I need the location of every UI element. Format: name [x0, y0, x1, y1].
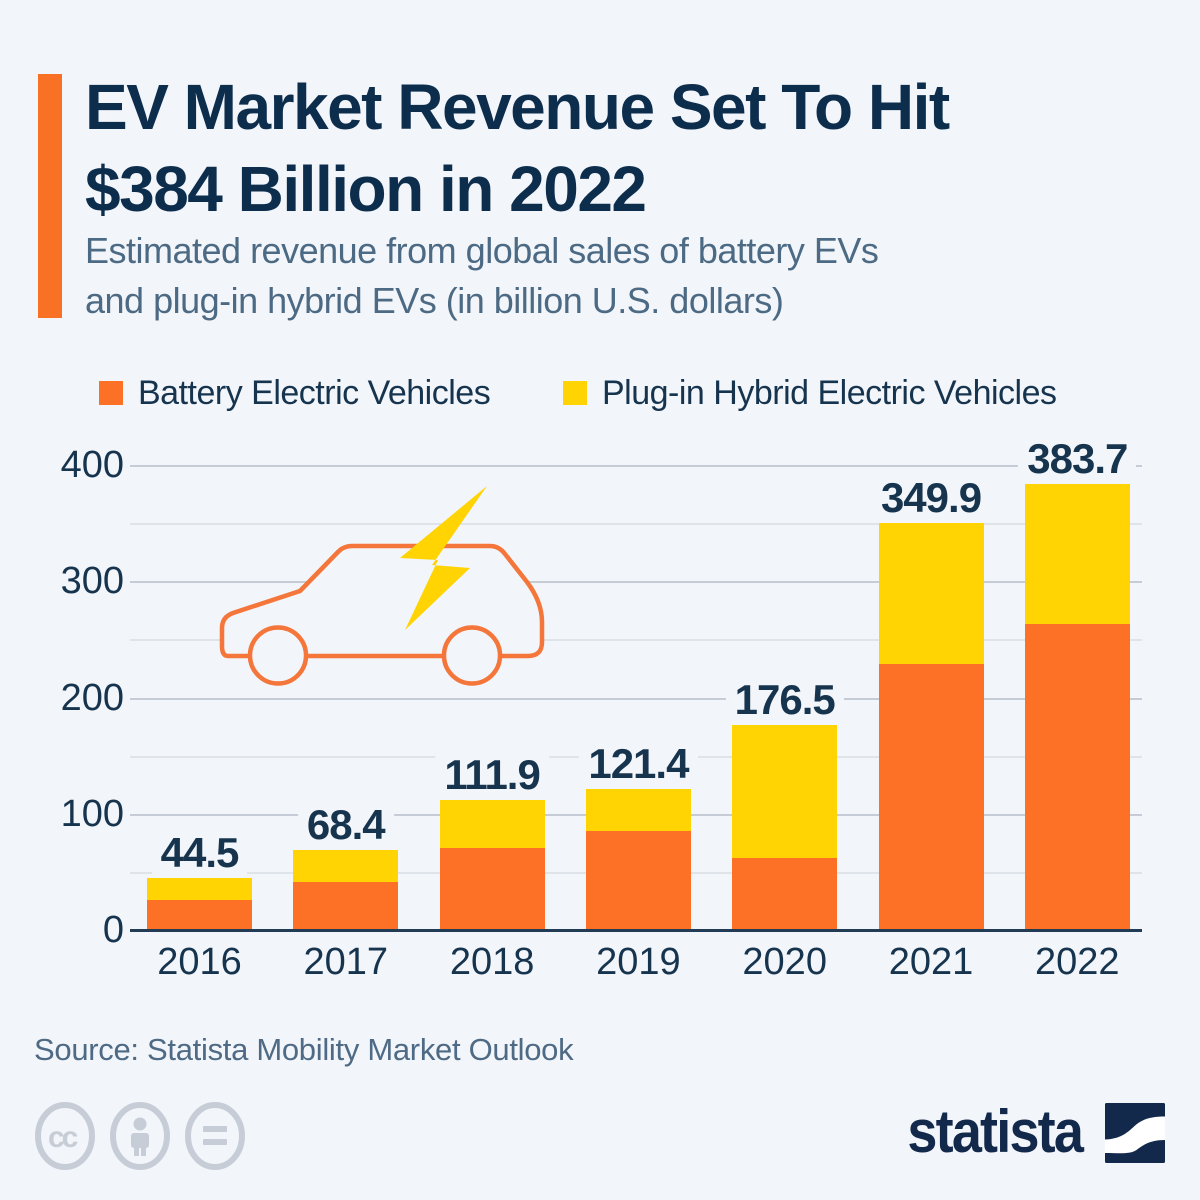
x-tick-label-2018: 2018 [449, 941, 535, 983]
lightning-bolt-icon [400, 486, 487, 630]
gridline-250 [130, 639, 1142, 641]
legend-label-phev: Plug-in Hybrid Electric Vehicles [602, 373, 1057, 412]
bar-segment-bev-2022 [1025, 624, 1130, 929]
legend-swatch-orange-icon [99, 381, 123, 405]
x-tick-label-2020: 2020 [742, 941, 827, 983]
legend-label-bev: Battery Electric Vehicles [138, 373, 491, 412]
bar-segment-bev-2018 [440, 848, 545, 929]
bar-segment-phev-2018 [440, 800, 545, 848]
license-icons: cc [35, 1102, 245, 1170]
bar-segment-phev-2020 [732, 725, 837, 858]
x-tick-label-2016: 2016 [157, 941, 242, 983]
bar-segment-phev-2017 [293, 850, 398, 882]
bar-segment-bev-2016 [147, 900, 252, 929]
logo-swoosh [1105, 1116, 1165, 1154]
legend-item-phev: Plug-in Hybrid Electric Vehicles [563, 373, 1057, 412]
attribution-person-icon [110, 1102, 170, 1170]
y-tick-label-400: 400 [60, 444, 124, 486]
bar-segment-phev-2022 [1025, 484, 1130, 624]
value-label-2019: 121.4 [579, 741, 698, 787]
bar-segment-bev-2019 [586, 831, 691, 929]
cc-letters: cc [48, 1121, 78, 1154]
x-tick-label-2019: 2019 [596, 941, 681, 983]
page-subtitle: Estimated revenue from global sales of b… [85, 226, 1145, 326]
title-accent-bar [38, 74, 62, 318]
bar-segment-bev-2021 [879, 664, 984, 929]
gridline-200 [130, 698, 1142, 700]
bar-segment-phev-2019 [586, 789, 691, 831]
bar-segment-bev-2017 [293, 882, 398, 929]
x-tick-label-2017: 2017 [303, 941, 389, 983]
front-wheel-icon [247, 625, 309, 686]
legend-item-bev: Battery Electric Vehicles [99, 373, 491, 412]
gridline-300 [130, 581, 1142, 583]
ev-car-icon [219, 486, 545, 686]
value-label-2021: 349.9 [871, 475, 991, 521]
title-line-2: $384 Billion in 2022 [85, 153, 647, 225]
x-axis-line [130, 929, 1142, 932]
statista-logo-icon [1105, 1103, 1165, 1163]
bar-segment-bev-2020 [732, 858, 837, 929]
source-note: Source: Statista Mobility Market Outlook [34, 1032, 574, 1067]
page-title: EV Market Revenue Set To Hit $384 Billio… [85, 66, 1155, 230]
equals-icon [185, 1102, 245, 1170]
value-label-2020: 176.5 [725, 677, 844, 723]
cc-icon: cc [35, 1102, 95, 1170]
subtitle-line-2: and plug-in hybrid EVs (in billion U.S. … [85, 280, 784, 321]
gridline-400 [130, 465, 1142, 467]
bar-segment-phev-2021 [879, 523, 984, 664]
y-tick-label-200: 200 [60, 677, 124, 719]
title-line-1: EV Market Revenue Set To Hit [85, 71, 950, 143]
value-label-2018: 111.9 [435, 752, 549, 798]
value-label-2016: 44.5 [151, 830, 248, 876]
y-tick-label-300: 300 [60, 560, 124, 602]
bar-segment-phev-2016 [147, 878, 252, 900]
y-tick-label-100: 100 [60, 793, 124, 835]
rear-wheel-icon [441, 625, 503, 686]
value-label-2017: 68.4 [297, 802, 394, 848]
x-tick-label-2022: 2022 [1035, 941, 1120, 983]
subtitle-line-1: Estimated revenue from global sales of b… [85, 230, 879, 271]
gridline-350 [130, 523, 1142, 525]
x-tick-label-2021: 2021 [888, 941, 974, 983]
statista-wordmark: statista [907, 1098, 1083, 1165]
legend-swatch-yellow-icon [563, 381, 587, 405]
value-label-2022: 383.7 [1018, 436, 1137, 482]
y-tick-label-0: 0 [102, 909, 124, 951]
